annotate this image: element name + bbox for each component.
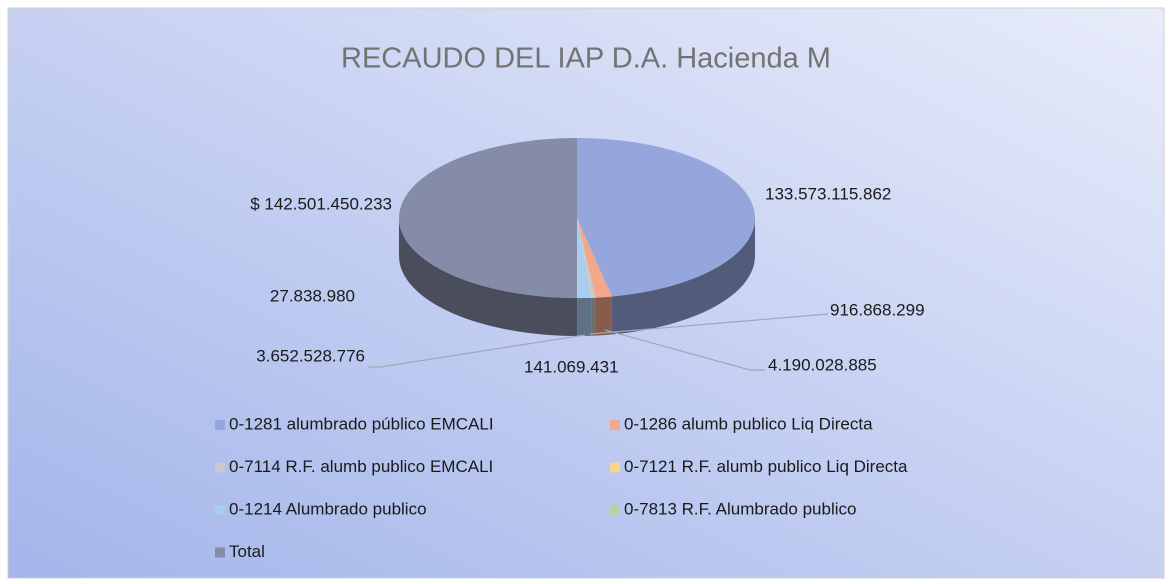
legend-label: 0-1214 Alumbrado publico — [229, 499, 427, 518]
legend-label: 0-7121 R.F. alumb publico Liq Directa — [624, 457, 908, 476]
leader-line — [604, 329, 765, 371]
leader-line — [368, 334, 586, 368]
legend-label: 0-7114 R.F. alumb publico EMCALI — [229, 457, 493, 476]
slice — [577, 218, 596, 298]
slice-side — [399, 218, 577, 336]
data-label: 133.573.115.862 — [765, 184, 891, 203]
slice-side — [577, 297, 592, 336]
legend-label: 0-1281 alumbrado público EMCALI — [229, 414, 494, 433]
legend-swatch — [215, 547, 225, 558]
chart-title: RECAUDO DEL IAP D.A. Hacienda M — [341, 43, 831, 75]
data-label: 141.069.431 — [524, 357, 619, 376]
slice-side — [591, 297, 592, 336]
slice — [577, 218, 592, 298]
legend-swatch — [215, 505, 225, 515]
data-label: 916.868.299 — [830, 300, 925, 319]
data-label: 4.190.028.885 — [768, 355, 877, 374]
data-label: 3.652.528.776 — [256, 346, 365, 365]
legend-swatch — [215, 420, 225, 430]
legend-swatch — [610, 505, 620, 515]
slice — [577, 138, 755, 297]
legend-swatch — [610, 462, 620, 473]
slice — [399, 138, 577, 298]
slice — [577, 218, 612, 298]
slice-side — [595, 296, 612, 336]
slice-side — [591, 297, 596, 336]
data-label: 27.838.980 — [270, 286, 355, 305]
legend-swatch — [215, 462, 225, 473]
legend-swatch — [610, 420, 620, 430]
legend-label: 0-7813 R.F. Alumbrado publico — [624, 499, 856, 518]
legend-label: 0-1286 alumb publico Liq Directa — [624, 414, 873, 433]
slice — [577, 218, 592, 298]
leader-line — [589, 313, 829, 335]
legend-label: Total — [229, 542, 265, 561]
data-label: $ 142.501.450.233 — [250, 194, 392, 213]
slice-side — [611, 218, 755, 335]
